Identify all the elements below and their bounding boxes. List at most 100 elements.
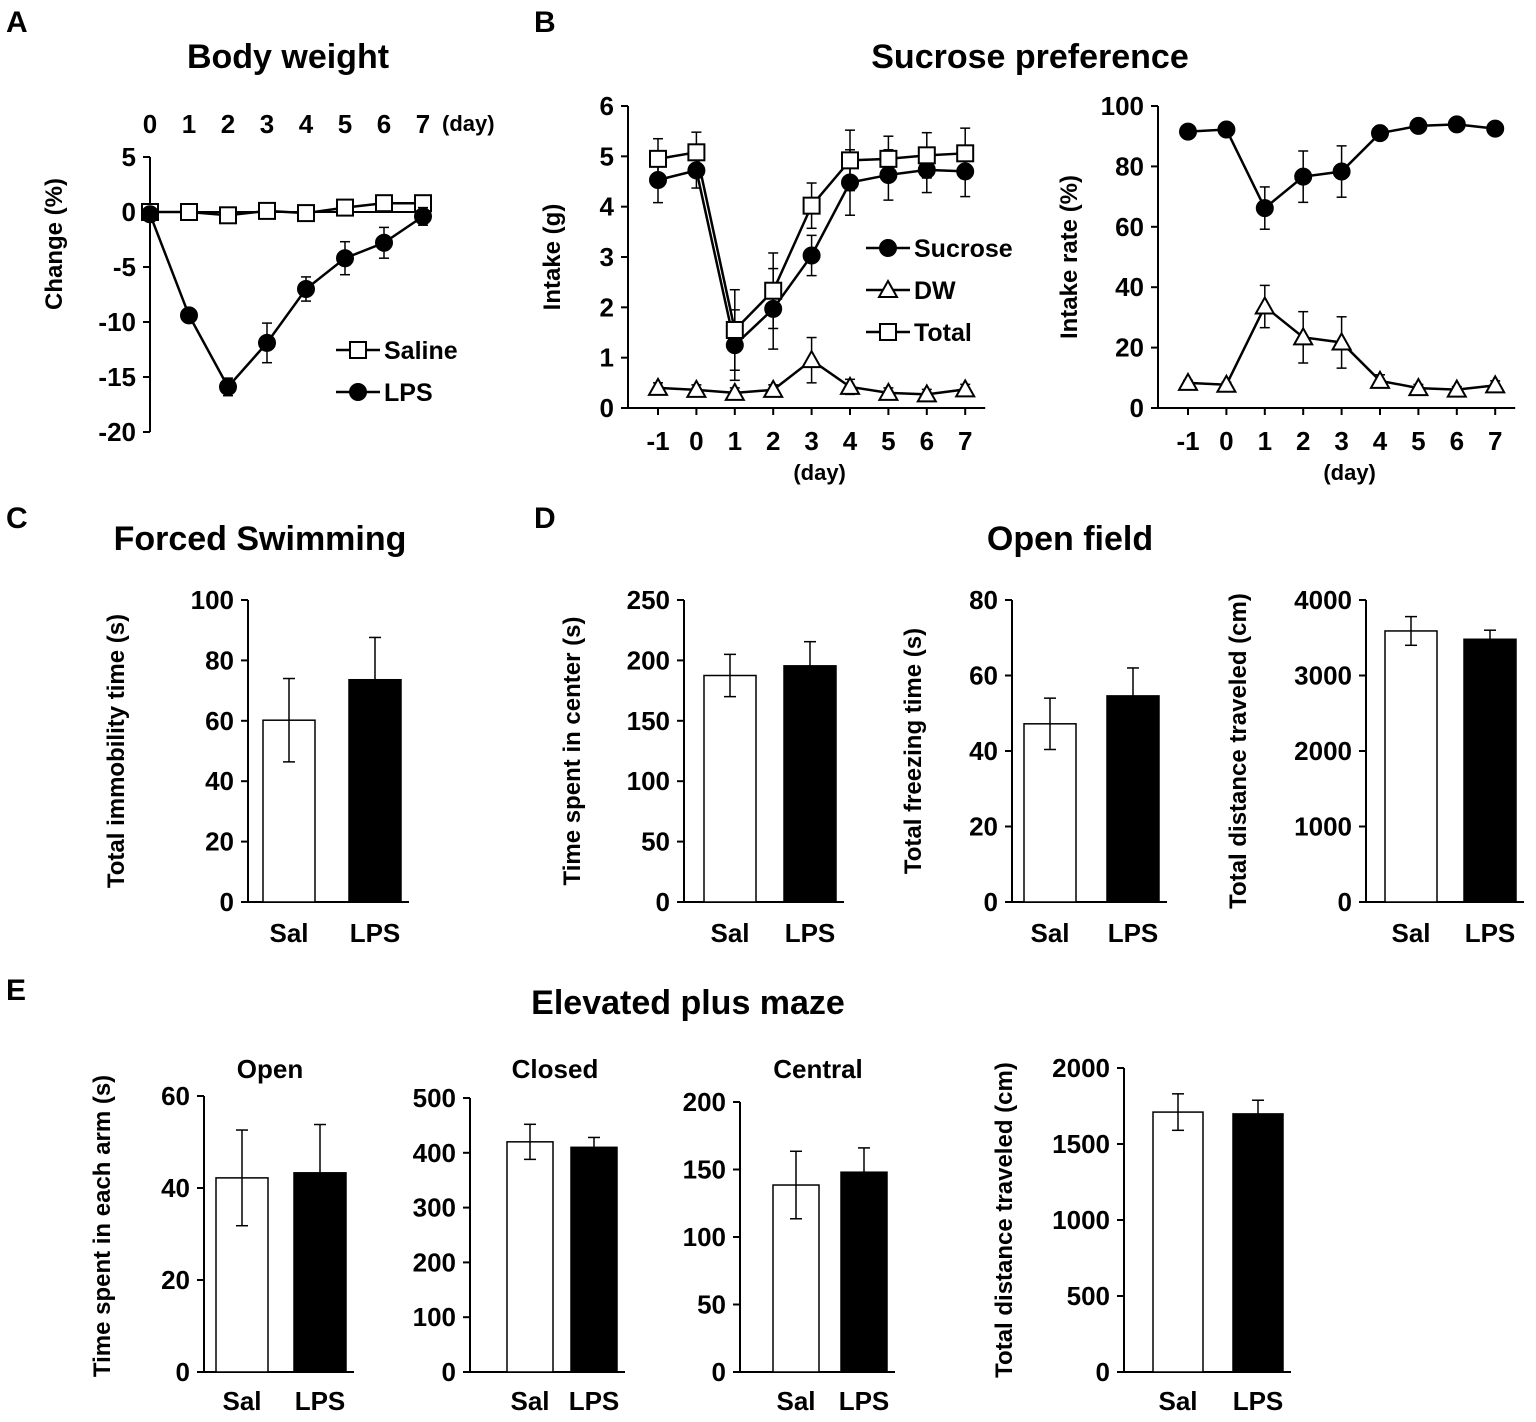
x-tick-label: 4	[1373, 426, 1388, 456]
y-tick-label: 100	[683, 1222, 726, 1252]
data-point-saline	[375, 194, 393, 213]
x-tick-label: 5	[338, 109, 352, 139]
y-tick-label: 2000	[1052, 1053, 1110, 1083]
y-tick-label: 100	[191, 585, 234, 615]
chart-forced_swimming: 0 20 40 60 80 100 Sal LPS Forced Swimming Total i…	[103, 520, 409, 948]
y-tick-label: 150	[627, 706, 670, 736]
data-point-dw	[647, 376, 669, 396]
bar-sal	[1384, 630, 1438, 903]
legend-label-total: Total	[914, 319, 972, 347]
data-point-sucrose	[1486, 119, 1505, 138]
x-tick-label: 6	[1450, 426, 1464, 456]
category-label-sal: Sal	[710, 918, 749, 948]
chart-of_distance: 0 1000 2000 3000 4000 Sal LPS Total distance tr…	[1225, 585, 1524, 948]
chart-epm_open: 0 20 40 60 Sal LPS Open Time spent in each arm …	[89, 1054, 354, 1416]
data-point-total	[687, 143, 706, 162]
data-point-dw	[1292, 326, 1314, 346]
epm-section-title: Elevated plus maze	[531, 984, 845, 1022]
y-tick-label: 60	[969, 661, 998, 691]
y-tick-label: 0	[712, 1357, 726, 1387]
y-tick-label: 40	[161, 1173, 190, 1203]
y-tick-label: 20	[969, 812, 998, 842]
y-tick-label: 20	[205, 827, 234, 857]
data-point-total	[764, 281, 783, 300]
data-point-dw	[877, 381, 900, 401]
data-point-lps	[258, 333, 276, 352]
data-point-sucrose	[1371, 124, 1389, 143]
x-tick-label: 7	[1488, 426, 1502, 456]
category-label-sal: Sal	[269, 918, 308, 948]
series-dw	[1177, 284, 1506, 398]
y-axis-label: Intake rate (%)	[1056, 175, 1083, 339]
y-tick-label: 40	[205, 766, 234, 796]
data-point-total	[649, 149, 667, 168]
chart-of_center: 0 50 100 150 200 250 Sal LPS Time spent in cente…	[559, 585, 844, 948]
y-tick-label: 0	[442, 1357, 456, 1387]
data-point-lps	[180, 306, 198, 325]
y-tick-label: 5	[122, 142, 136, 172]
legend-marker-total	[879, 323, 897, 341]
y-tick-label: 20	[1115, 333, 1144, 363]
x-axis-label: (day)	[442, 111, 495, 136]
chart-epm_central: 0 50 100 150 200 Sal LPS Central	[683, 1054, 895, 1416]
data-point-dw	[1369, 369, 1391, 389]
panel-letter-d: D	[534, 502, 556, 535]
category-label-sal: Sal	[1030, 918, 1069, 948]
series-lps	[141, 205, 432, 397]
data-point-dw	[1446, 378, 1468, 398]
bar-sal	[1023, 723, 1077, 903]
x-axis-label: (day)	[793, 460, 846, 485]
x-tick-label: 2	[1296, 426, 1310, 456]
x-axis-label: (day)	[1323, 460, 1376, 485]
data-point-total	[725, 320, 744, 339]
y-tick-label: 3	[600, 242, 614, 272]
series-sucrose	[1179, 115, 1505, 230]
y-tick-label: 100	[413, 1302, 456, 1332]
y-tick-label: 0	[600, 393, 614, 423]
category-label-lps: LPS	[839, 1386, 890, 1416]
data-point-total	[879, 149, 898, 168]
data-point-lps	[219, 377, 237, 396]
legend-marker-saline	[349, 341, 367, 359]
category-label-lps: LPS	[1108, 918, 1159, 948]
bar-sal	[1152, 1111, 1204, 1373]
data-point-lps	[141, 205, 159, 224]
series-dw	[647, 336, 976, 403]
x-tick-label: 7	[958, 426, 972, 456]
y-tick-label: 40	[1115, 272, 1144, 302]
y-tick-label: 200	[683, 1087, 726, 1117]
data-point-total	[917, 146, 936, 165]
x-tick-label: 5	[881, 426, 895, 456]
data-point-dw	[724, 381, 746, 401]
x-tick-label: 0	[689, 426, 703, 456]
y-tick-label: 0	[984, 887, 998, 917]
y-tick-label: 20	[161, 1265, 190, 1295]
y-tick-label: 1500	[1052, 1129, 1110, 1159]
legend-marker-sucrose	[879, 239, 897, 257]
data-point-sucrose	[1255, 199, 1274, 218]
chart-title: Forced Swimming	[114, 520, 407, 558]
data-point-saline	[219, 206, 237, 225]
y-tick-label: -15	[98, 362, 136, 392]
y-axis-label: Intake (g)	[539, 204, 566, 311]
legend-label-lps: LPS	[384, 379, 433, 407]
category-label-lps: LPS	[1233, 1386, 1284, 1416]
chart-epm_distance: 0 500 1000 1500 2000 Sal LPS Total distance tra…	[991, 1053, 1291, 1416]
y-tick-label: 60	[205, 706, 234, 736]
data-point-total	[841, 151, 859, 170]
y-tick-label: 100	[1101, 91, 1144, 121]
x-tick-label: 6	[377, 109, 391, 139]
y-axis-label: Total freezing time (s)	[900, 628, 927, 874]
y-tick-label: 0	[176, 1357, 190, 1387]
chart-epm_closed: 0 100 200 300 400 500 Sal LPS Closed	[413, 1054, 625, 1416]
data-point-sucrose	[1332, 162, 1351, 181]
y-tick-label: 50	[697, 1290, 726, 1320]
y-tick-label: 50	[641, 827, 670, 857]
y-axis-label: Total immobility time (s)	[103, 614, 130, 888]
y-tick-label: -20	[98, 417, 136, 447]
y-tick-label: 0	[1096, 1357, 1110, 1387]
category-label-sal: Sal	[510, 1386, 549, 1416]
y-tick-label: 1	[600, 343, 614, 373]
